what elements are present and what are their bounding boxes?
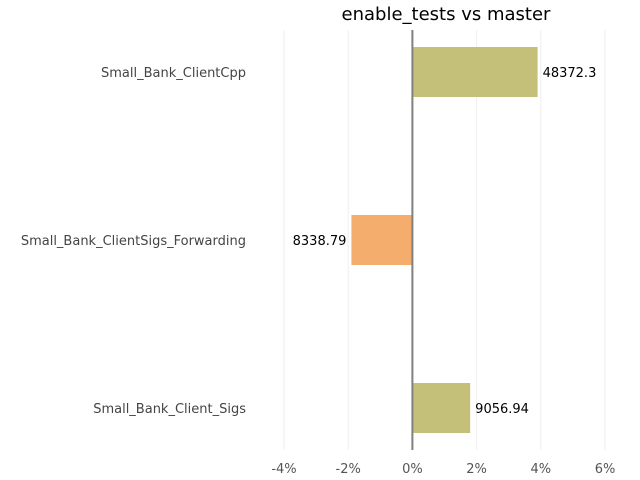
x-tick-label: 4% <box>530 462 551 477</box>
data-label: 8338.79 <box>293 234 347 249</box>
category-labels: Small_Bank_ClientCpp Small_Bank_ClientSig… <box>21 66 246 417</box>
category-label: Small_Bank_Client_Sigs <box>93 402 246 417</box>
bar <box>412 383 471 433</box>
data-labels: 48372.3 8338.79 9056.94 <box>293 66 597 417</box>
bars <box>351 47 538 433</box>
x-tick-label: -4% <box>271 462 296 477</box>
x-tick-label: -2% <box>336 462 361 477</box>
data-label: 48372.3 <box>543 66 597 81</box>
bar <box>351 215 413 265</box>
category-label: Small_Bank_ClientSigs_Forwarding <box>21 234 246 249</box>
x-tick-labels: -4% -2% 0% 2% 4% 6% <box>271 462 615 477</box>
bar <box>412 47 538 97</box>
x-tick-label: 6% <box>595 462 616 477</box>
gridlines <box>283 30 606 450</box>
x-tick-label: 2% <box>466 462 487 477</box>
category-label: Small_Bank_ClientCpp <box>101 66 246 81</box>
chart-title: enable_tests vs master <box>342 4 552 25</box>
data-label: 9056.94 <box>475 402 529 417</box>
x-tick-label: 0% <box>402 462 423 477</box>
